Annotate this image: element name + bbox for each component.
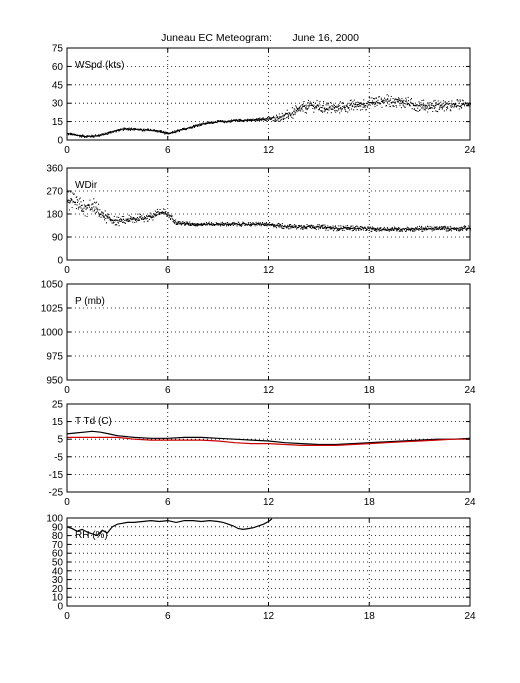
y-tick-label: 70 (52, 540, 64, 551)
y-tick-label: 0 (57, 136, 63, 147)
x-tick-label: 18 (364, 611, 376, 622)
x-tick-label: 6 (165, 385, 171, 396)
panel-4: 0 6 12 18 24 -25 -15 -5 5 15 25 T Td (C) (49, 400, 476, 509)
x-tick-label: 24 (464, 497, 476, 508)
y-tick-label: 25 (52, 400, 64, 411)
panel-frame (66, 47, 471, 141)
y-tick-label: 30 (52, 575, 64, 586)
y-tick-label: 1025 (41, 304, 64, 315)
x-tick-label: 6 (165, 145, 171, 156)
y-tick-label: 360 (46, 164, 63, 175)
y-tick-label: 80 (52, 531, 64, 542)
x-tick-label: 12 (263, 611, 275, 622)
x-tick-label: 0 (64, 145, 70, 156)
x-tick-label: 6 (165, 265, 171, 276)
panel-label: RH (%) (75, 530, 108, 541)
x-tick-label: 0 (64, 385, 70, 396)
panel-1: 0 6 12 18 24 0 15 30 45 60 75 WSpd (kts) (52, 44, 476, 157)
x-tick-label: 18 (364, 145, 376, 156)
y-tick-label: 100 (46, 514, 63, 525)
y-tick-label: 15 (52, 417, 64, 428)
y-tick-label: 0 (57, 256, 63, 267)
x-tick-label: 18 (364, 497, 376, 508)
y-tick-label: 60 (52, 549, 64, 560)
x-tick-label: 0 (64, 611, 70, 622)
y-tick-label: 270 (46, 187, 63, 198)
panel-3: 0 6 12 18 24 950 975 1000 1025 1050 P (mb) (41, 280, 476, 397)
x-tick-label: 24 (464, 265, 476, 276)
y-tick-label: 75 (52, 44, 64, 55)
x-tick-label: 12 (263, 145, 275, 156)
series-1-line (66, 430, 471, 446)
y-tick-label: 20 (52, 584, 64, 595)
y-tick-label: 50 (52, 558, 64, 569)
y-tick-label: 1050 (41, 280, 64, 291)
y-tick-label: 0 (57, 602, 63, 613)
y-tick-label: 10 (52, 593, 64, 604)
x-tick-label: 24 (464, 611, 476, 622)
x-tick-label: 0 (64, 497, 70, 508)
y-tick-label: 950 (46, 376, 63, 387)
series-1-points (66, 94, 471, 139)
panel-label: WDir (75, 180, 98, 191)
y-tick-label: -5 (54, 452, 63, 463)
y-tick-label: 15 (52, 117, 64, 128)
x-tick-label: 12 (263, 497, 275, 508)
x-tick-label: 18 (364, 265, 376, 276)
y-tick-label: 180 (46, 210, 63, 221)
panel-label: WSpd (kts) (75, 60, 124, 71)
series-1-points (66, 191, 471, 233)
chart-title: Juneau EC Meteogram: June 16, 2000 (161, 32, 359, 44)
y-tick-label: 5 (57, 435, 63, 446)
x-tick-label: 24 (464, 145, 476, 156)
panel-2: 0 6 12 18 24 0 90 180 270 360 WDir (46, 164, 476, 277)
panel-label: T Td (C) (75, 416, 112, 427)
x-tick-label: 12 (263, 265, 275, 276)
y-tick-label: 90 (52, 522, 64, 533)
panel-label: P (mb) (75, 296, 105, 307)
y-tick-label: -25 (49, 488, 64, 499)
x-tick-label: 12 (263, 385, 275, 396)
y-tick-label: 45 (52, 80, 64, 91)
x-tick-label: 24 (464, 385, 476, 396)
x-tick-label: 0 (64, 265, 70, 276)
y-tick-label: 40 (52, 566, 64, 577)
y-tick-label: 30 (52, 99, 64, 110)
x-tick-label: 6 (165, 497, 171, 508)
y-tick-label: 1000 (41, 328, 64, 339)
y-tick-label: 90 (52, 233, 64, 244)
y-tick-label: -15 (49, 470, 64, 481)
x-tick-label: 18 (364, 385, 376, 396)
x-tick-label: 6 (165, 611, 171, 622)
series-2-line (67, 436, 470, 446)
y-tick-label: 60 (52, 62, 64, 73)
y-tick-label: 975 (46, 352, 63, 363)
